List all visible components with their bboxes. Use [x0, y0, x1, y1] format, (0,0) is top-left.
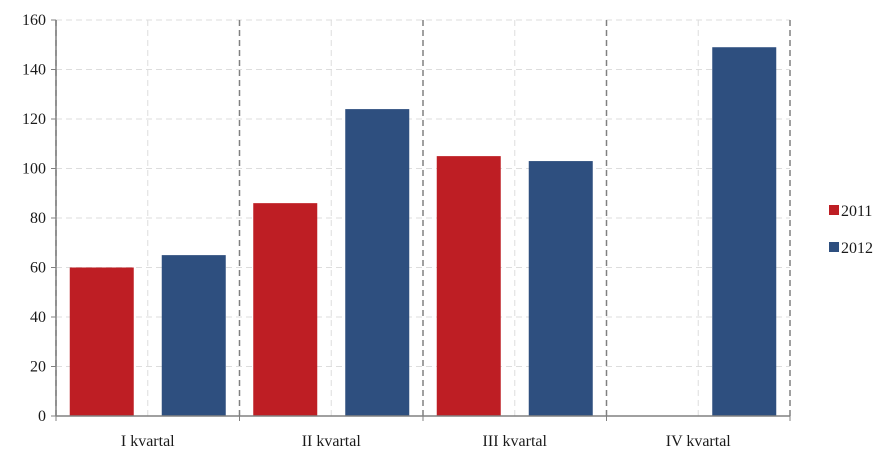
- legend-label-2011: 2011: [841, 203, 872, 220]
- y-tick-label: 20: [30, 359, 46, 376]
- legend-swatch-2012: [829, 242, 839, 252]
- y-tick-label: 60: [30, 260, 46, 277]
- bar-2012-3: [528, 161, 593, 416]
- bar-2011-2: [253, 203, 318, 416]
- legend: 2011 2012: [829, 203, 873, 257]
- x-tick-label: IV kvartal: [666, 433, 732, 449]
- y-tick-label: 140: [22, 62, 46, 79]
- y-tick-label: 40: [30, 309, 46, 326]
- bars: [69, 47, 777, 416]
- bar-2011-3: [436, 156, 501, 416]
- y-tick-label: 0: [38, 408, 46, 425]
- bar-2012-2: [345, 109, 410, 416]
- bar-2012-4: [712, 47, 777, 416]
- x-tick-label: II kvartal: [302, 433, 362, 449]
- bar-2011-1: [69, 267, 134, 416]
- x-axis-ticks: I kvartal II kvartal III kvartal IV kvartal: [55, 416, 791, 449]
- x-tick-label: III kvartal: [483, 433, 548, 449]
- bar-2012-1: [161, 255, 226, 416]
- y-tick-label: 100: [22, 161, 46, 178]
- x-tick-label: I kvartal: [121, 433, 175, 449]
- legend-label-2012: 2012: [841, 240, 873, 257]
- y-tick-label: 80: [30, 210, 46, 227]
- y-axis-ticks: 0 20 40 60 80 100 120 140 160: [22, 12, 56, 425]
- y-tick-label: 120: [22, 111, 46, 128]
- y-tick-label: 160: [22, 12, 46, 29]
- legend-swatch-2011: [829, 205, 839, 215]
